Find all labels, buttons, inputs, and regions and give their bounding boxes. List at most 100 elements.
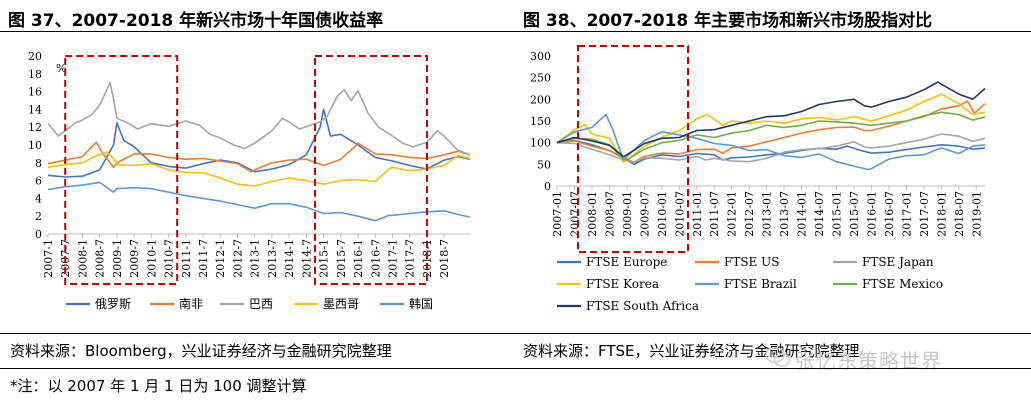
left-legend-label-2: 巴西 <box>249 297 273 311</box>
left-x-tick-label: 2014-7 <box>300 239 313 278</box>
right-x-tick-label: 2018-01 <box>935 191 948 237</box>
right-y-tick-label: 100 <box>530 137 551 150</box>
left-source-note: 资料来源：Bloomberg，兴业证券经济与金融研究院整理 <box>10 342 392 360</box>
left-y-tick-label: 2 <box>35 210 42 223</box>
right-x-tick-label: 2017-07 <box>918 191 931 237</box>
right-x-tick-label: 2009-07 <box>638 191 651 237</box>
left-highlight-box-0 <box>64 55 179 285</box>
left-series-line-0 <box>47 108 471 178</box>
left-unit-label: % <box>56 62 66 75</box>
left-series-line-4 <box>47 181 471 222</box>
right-legend-label-3: FTSE Korea <box>586 277 659 291</box>
right-legend-label-1: FTSE US <box>724 255 779 269</box>
equity-index-chart: 0 50 100 150 200 250 300 2007-01 2007-07 2008-01 2… <box>530 45 986 313</box>
left-series-line-2 <box>47 81 471 156</box>
left-x-tick-label: 2012-7 <box>231 239 244 278</box>
left-x-tick-label: 2015-7 <box>335 239 348 278</box>
note-rule <box>0 368 1031 369</box>
left-x-tick-label: 2007-1 <box>42 239 55 278</box>
left-x-tick-label: 2010-1 <box>145 239 158 278</box>
left-x-tick-label: 2012-1 <box>214 239 227 278</box>
right-y-tick-label: 50 <box>537 158 551 171</box>
right-x-tick-label: 2009-01 <box>621 191 634 237</box>
right-x-tick-label: 2008-07 <box>603 191 616 237</box>
left-x-tick-label: 2016-1 <box>352 239 365 278</box>
right-x-tick-label: 2013-01 <box>761 191 774 237</box>
right-x-tick-label: 2019-01 <box>970 191 983 237</box>
left-y-tick-label: 0 <box>35 228 42 241</box>
left-legend-label-3: 墨西哥 <box>323 297 359 311</box>
left-x-tick-label: 2013-7 <box>266 239 279 278</box>
left-x-tick-label: 2008-7 <box>94 239 107 278</box>
right-x-tick-label: 2007-01 <box>551 191 564 237</box>
right-series-line-5 <box>556 111 986 161</box>
right-y-tick-label: 300 <box>530 50 551 63</box>
left-x-tick-label: 2009-7 <box>128 239 141 278</box>
left-x-tick-label: 2017-7 <box>404 239 417 278</box>
right-x-tick-label: 2011-01 <box>691 191 704 237</box>
left-y-tick-label: 16 <box>28 86 42 99</box>
right-y-tick-label: 200 <box>530 93 551 106</box>
right-legend-label-0: FTSE Europe <box>586 255 667 269</box>
left-y-tick-label: 6 <box>35 175 42 188</box>
mid-rule <box>0 333 1031 334</box>
top-rule <box>0 31 1031 32</box>
left-highlight-box-1 <box>313 55 428 285</box>
right-legend-label-5: FTSE Mexico <box>862 277 943 291</box>
left-legend-label-0: 俄罗斯 <box>95 297 131 311</box>
left-y-tick-label: 10 <box>28 139 42 152</box>
right-x-tick-label: 2018-07 <box>953 191 966 237</box>
wechat-logo-icon <box>765 347 791 367</box>
left-y-tick-label: 20 <box>28 50 42 63</box>
left-series-line-1 <box>47 141 471 173</box>
right-figure-title: 图 38、2007-2018 年主要市场和新兴市场股指对比 <box>523 11 933 31</box>
footnote: *注：以 2007 年 1 月 1 日为 100 调整计算 <box>10 377 307 395</box>
left-legend-label-4: 韩国 <box>409 296 433 311</box>
left-x-tick-label: 2011-1 <box>180 239 193 278</box>
left-x-tick-label: 2017-1 <box>386 239 399 278</box>
left-x-tick-label: 2016-7 <box>369 239 382 278</box>
right-x-tick-label: 2017-01 <box>900 191 913 237</box>
left-x-tick-label: 2015-1 <box>318 239 331 278</box>
left-x-tick-label: 2013-1 <box>249 239 262 278</box>
left-y-tick-label: 12 <box>28 121 42 134</box>
right-series-line-2 <box>556 133 986 163</box>
right-series-line-6 <box>556 81 986 158</box>
right-x-tick-label: 2007-07 <box>568 191 581 237</box>
right-legend-label-4: FTSE Brazil <box>724 277 797 291</box>
right-y-tick-label: 150 <box>530 115 551 128</box>
right-x-tick-label: 2012-01 <box>726 191 739 237</box>
watermark-text: 张忆东策略世界 <box>795 349 942 373</box>
left-x-tick-label: 2008-1 <box>76 239 89 278</box>
left-x-tick-label: 2011-7 <box>197 239 210 278</box>
right-x-tick-label: 2010-07 <box>673 191 686 237</box>
right-series-line-0 <box>556 139 986 166</box>
left-legend-label-1: 南非 <box>179 296 203 311</box>
right-x-tick-label: 2008-01 <box>586 191 599 237</box>
right-highlight-box-0 <box>576 45 690 253</box>
left-figure-title: 图 37、2007-2018 年新兴市场十年国债收益率 <box>8 11 384 31</box>
left-y-tick-label: 4 <box>35 192 42 205</box>
left-y-tick-label: 8 <box>35 157 42 170</box>
right-x-tick-label: 2013-07 <box>778 191 791 237</box>
left-y-tick-label: 14 <box>28 103 42 116</box>
right-x-tick-label: 2011-07 <box>708 191 721 237</box>
right-x-tick-label: 2015-07 <box>848 191 861 237</box>
right-x-tick-label: 2014-01 <box>796 191 809 237</box>
right-y-tick-label: 0 <box>544 180 551 193</box>
left-x-tick-label: 2018-7 <box>438 239 451 278</box>
right-series-line-4 <box>556 113 986 171</box>
left-series-line-3 <box>47 151 471 187</box>
right-x-tick-label: 2010-01 <box>656 191 669 237</box>
left-x-tick-label: 2014-1 <box>283 239 296 278</box>
left-x-tick-label: 2010-7 <box>163 239 176 278</box>
right-x-tick-label: 2014-07 <box>813 191 826 237</box>
right-x-tick-label: 2016-01 <box>865 191 878 237</box>
right-source-note: 资料来源：FTSE，兴业证券经济与金融研究院整理 <box>523 342 860 360</box>
right-legend-label-6: FTSE South Africa <box>586 299 699 313</box>
right-x-tick-label: 2015-01 <box>831 191 844 237</box>
right-y-tick-label: 250 <box>530 72 551 85</box>
right-legend-label-2: FTSE Japan <box>862 255 934 269</box>
left-y-tick-label: 18 <box>28 68 42 81</box>
